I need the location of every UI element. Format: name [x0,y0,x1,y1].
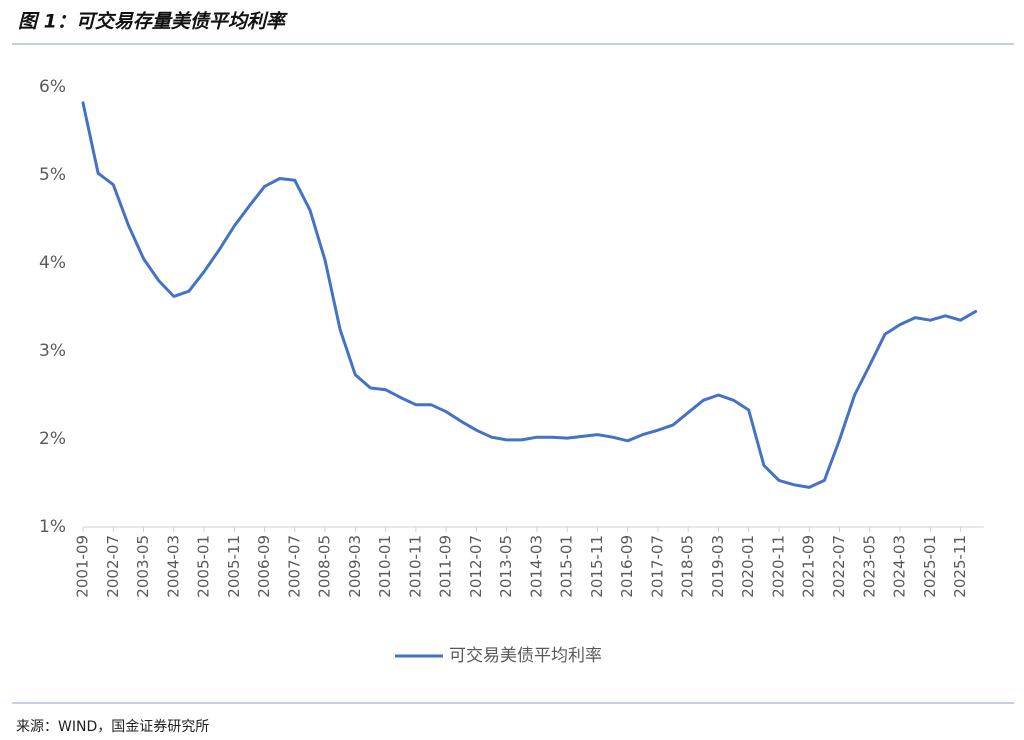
chart-title: 图 1：可交易存量美债平均利率 [18,11,288,33]
x-tick-label: 2020-01 [739,535,757,598]
x-tick-label: 2005-11 [225,535,243,598]
y-tick-label: 2% [39,429,66,449]
x-tick-label: 2014-03 [527,535,545,598]
series-line [81,101,978,489]
x-tick-label: 2022-07 [830,535,848,598]
x-tick-label: 2002-07 [104,535,122,598]
x-tick-label: 2017-07 [648,535,666,598]
x-tick-label: 2010-01 [376,535,394,598]
x-tick-label: 2015-11 [588,535,606,598]
x-tick-label: 2008-05 [316,535,334,598]
y-tick-label: 6% [39,77,66,97]
x-tick-label: 2010-11 [406,535,424,598]
y-tick-label: 3% [39,341,66,361]
x-tick-label: 2011-09 [437,535,455,598]
source-note: 来源：WIND，国金证券研究所 [16,719,209,735]
x-tick-label: 2009-03 [346,535,364,598]
x-tick-label: 2023-05 [860,535,878,598]
x-tick-label: 2007-07 [285,535,303,598]
x-tick-label: 2016-09 [618,535,636,598]
x-tick-label: 2001-09 [74,535,92,598]
x-tick-label: 2015-01 [558,535,576,598]
x-tick-label: 2020-11 [769,535,787,598]
x-tick-label: 2012-07 [467,535,485,598]
x-tick-label: 2025-11 [951,535,969,598]
legend-label: 可交易美债平均利率 [449,646,602,666]
x-tick-label: 2013-05 [497,535,515,598]
x-tick-label: 2018-05 [679,535,697,598]
x-tick-label: 2004-03 [164,535,182,598]
x-tick-label: 2006-09 [255,535,273,598]
x-tick-label: 2003-05 [134,535,152,598]
x-tick-label: 2019-03 [709,535,727,598]
x-tick-label: 2024-03 [891,535,909,598]
x-tick-label: 2005-01 [195,535,213,598]
x-tick-label: 2025-01 [921,535,939,598]
x-tick-label: 2021-09 [800,535,818,598]
y-tick-label: 1% [39,517,66,537]
y-tick-label: 4% [39,253,66,273]
y-tick-label: 5% [39,165,66,185]
